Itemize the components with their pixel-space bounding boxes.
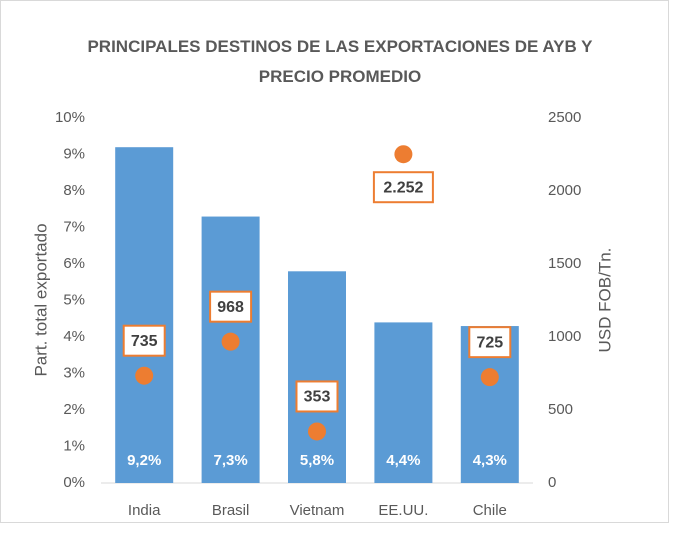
dot xyxy=(221,332,240,351)
bar-label: 4,4% xyxy=(386,452,420,469)
x-tick-label: EE.UU. xyxy=(378,502,428,519)
y-tick-label: 0% xyxy=(63,474,85,491)
dot xyxy=(480,368,499,387)
y2-axis-title: USD FOB/Tn. xyxy=(595,248,614,353)
dot xyxy=(394,145,413,164)
dot-label: 353 xyxy=(304,389,331,406)
label-box xyxy=(372,171,434,204)
y2-tick-label: 1000 xyxy=(548,328,581,345)
label-box xyxy=(295,380,339,413)
bar-label: 9,2% xyxy=(127,452,161,469)
y-tick-label: 1% xyxy=(63,437,85,454)
y2-tick-label: 2000 xyxy=(548,182,581,199)
y-tick-label: 5% xyxy=(63,291,85,308)
bar xyxy=(115,147,174,483)
y-tick-label: 3% xyxy=(63,364,85,381)
bar-label: 5,8% xyxy=(300,452,334,469)
x-tick-label: Chile xyxy=(473,502,507,519)
y2-tick-label: 2500 xyxy=(548,109,581,126)
dot-label: 968 xyxy=(217,299,244,316)
y2-tick-label: 1500 xyxy=(548,255,581,272)
y-tick-label: 6% xyxy=(63,255,85,272)
dot-label: 2.252 xyxy=(383,179,423,196)
label-box xyxy=(468,326,512,359)
y2-tick-label: 500 xyxy=(548,401,573,418)
y2-tick-label: 0 xyxy=(548,474,556,491)
x-tick-label: Brasil xyxy=(212,502,250,519)
label-box xyxy=(122,324,166,357)
y-tick-label: 10% xyxy=(55,109,85,126)
bar-label: 4,3% xyxy=(473,452,507,469)
y-tick-label: 2% xyxy=(63,401,85,418)
dot xyxy=(135,366,154,385)
y-tick-label: 8% xyxy=(63,182,85,199)
label-box xyxy=(209,290,253,323)
y-tick-label: 4% xyxy=(63,328,85,345)
x-tick-label: India xyxy=(128,502,161,519)
dot-label: 725 xyxy=(476,334,503,351)
y-axis-title: Part. total exportado xyxy=(31,223,50,376)
dot xyxy=(308,422,326,441)
bar-label: 7,3% xyxy=(213,452,247,469)
x-tick-label: Vietnam xyxy=(290,502,345,519)
y-tick-label: 9% xyxy=(63,145,85,162)
bar xyxy=(288,271,346,483)
y-tick-label: 7% xyxy=(63,218,85,235)
chart-title: PRINCIPALES DESTINOS DE LAS EXPORTACIONE… xyxy=(87,37,593,86)
dot-label: 735 xyxy=(131,333,158,350)
bar xyxy=(374,322,433,483)
